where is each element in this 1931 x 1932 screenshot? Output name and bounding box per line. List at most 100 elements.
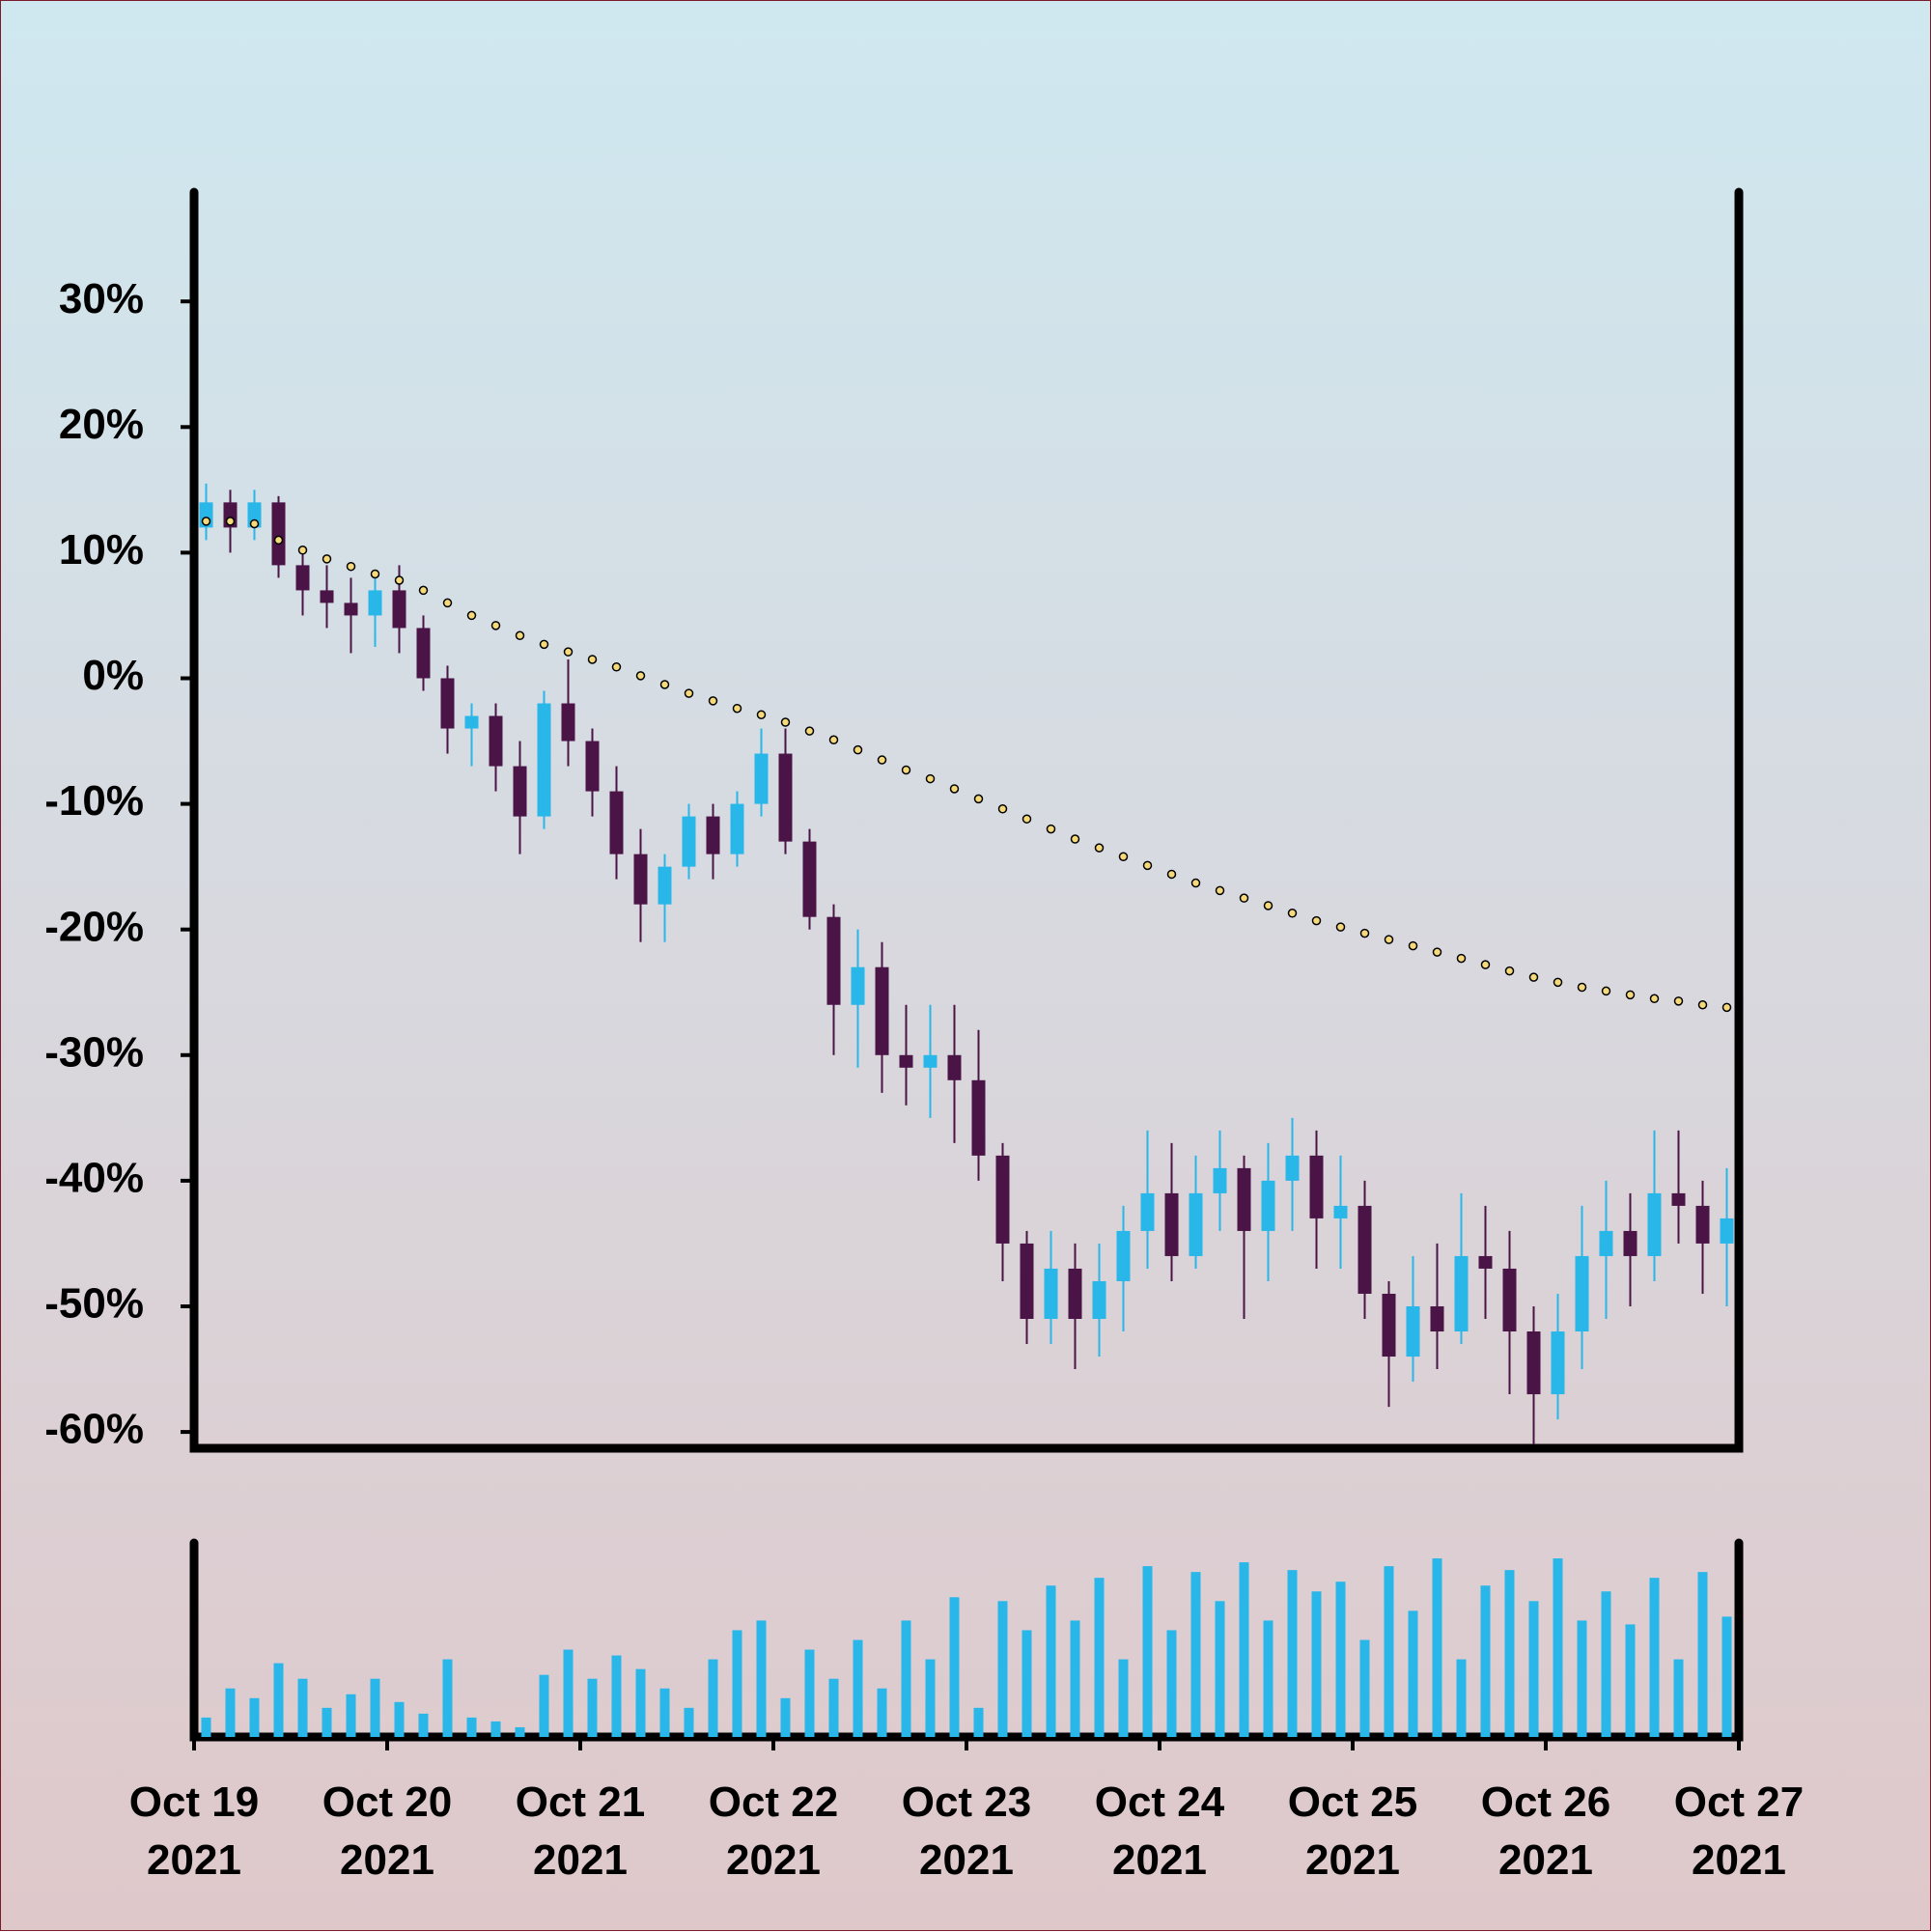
moving-average-dot — [249, 518, 260, 529]
moving-average-dot — [1528, 972, 1539, 982]
moving-average-dot — [1649, 994, 1660, 1003]
candle-body — [1454, 1255, 1469, 1332]
moving-average-dot — [297, 546, 308, 555]
moving-average-dot — [442, 598, 453, 608]
candle-body — [1189, 1192, 1203, 1256]
moving-average-dot — [418, 585, 429, 596]
candle-body — [1599, 1230, 1613, 1256]
candle-body — [947, 1054, 962, 1080]
moving-average-dot — [1118, 852, 1129, 861]
volume-bar — [804, 1649, 815, 1737]
candle-body — [489, 715, 503, 767]
moving-average-dot — [708, 696, 718, 706]
candle-body — [851, 966, 865, 1005]
moving-average-dot — [1335, 922, 1346, 932]
candle-body — [754, 753, 769, 804]
moving-average-dot — [1721, 1002, 1732, 1013]
moving-average-dot — [225, 517, 236, 526]
moving-average-dot — [1480, 960, 1491, 969]
candle-body — [1285, 1155, 1300, 1181]
moving-average-dot — [659, 680, 670, 689]
candle-body — [706, 816, 720, 854]
x-tick-label: Oct 19 2021 — [128, 1778, 260, 1884]
volume-bar — [756, 1620, 767, 1737]
volume-bar — [273, 1663, 284, 1737]
candle-body — [826, 916, 841, 1005]
moving-average-dot — [949, 784, 960, 794]
volume-bar — [1456, 1659, 1467, 1737]
moving-average-dot — [1553, 977, 1563, 988]
moving-average-dot — [1408, 940, 1418, 951]
volume-bar — [587, 1678, 598, 1737]
candle-body — [585, 741, 600, 792]
moving-average-dot — [563, 647, 574, 657]
x-tick-label: Oct 27 2021 — [1673, 1778, 1805, 1884]
volume-bar — [1287, 1570, 1298, 1737]
volume-bar — [997, 1601, 1008, 1737]
moving-average-dot — [394, 575, 405, 585]
volume-bar — [828, 1678, 839, 1737]
volume-bar — [1577, 1620, 1587, 1737]
moving-average-dot — [1456, 953, 1467, 964]
y-tick-label: -20% — [44, 903, 144, 950]
moving-average-dot — [997, 804, 1008, 814]
moving-average-dot — [1287, 909, 1298, 918]
volume-bar — [1263, 1620, 1273, 1737]
moving-average-dot — [1021, 814, 1032, 824]
moving-average-dot — [1190, 878, 1201, 888]
moving-average-dot — [1504, 966, 1515, 976]
moving-average-dot — [1046, 824, 1056, 834]
candle-body — [416, 628, 431, 679]
candle-body — [537, 703, 551, 817]
volume-bar — [1504, 1570, 1515, 1737]
candle-body — [875, 966, 889, 1055]
moving-average-dot — [1070, 834, 1080, 844]
moving-average-dot — [828, 735, 839, 744]
moving-average-dot — [853, 744, 863, 755]
volume-bar — [877, 1688, 887, 1737]
candle-body — [440, 678, 455, 729]
volume-bar — [1311, 1591, 1322, 1737]
volume-bar — [1601, 1591, 1611, 1737]
candle-body — [1092, 1280, 1106, 1319]
volume-bar — [466, 1717, 477, 1737]
volume-bar — [1673, 1659, 1684, 1737]
volume-bar — [442, 1659, 453, 1737]
volume-bar — [1070, 1620, 1080, 1737]
volume-bar — [780, 1697, 791, 1737]
y-tick-label: -30% — [44, 1028, 144, 1076]
x-tick-label: Oct 23 2021 — [901, 1778, 1032, 1884]
x-tick-label: Oct 25 2021 — [1287, 1778, 1418, 1884]
candle-body — [1357, 1205, 1372, 1294]
candle-body — [1044, 1268, 1058, 1319]
volume-bar — [1359, 1639, 1370, 1737]
y-tick-label: -60% — [44, 1406, 144, 1453]
y-tick-label: 0% — [82, 652, 144, 699]
moving-average-dot — [1673, 996, 1684, 1006]
candle-body — [609, 791, 624, 854]
candle-body — [1333, 1205, 1348, 1218]
x-tick-label: Oct 26 2021 — [1480, 1778, 1611, 1884]
candle-body — [1526, 1331, 1541, 1395]
volume-bar — [611, 1655, 622, 1737]
y-tick-label: 10% — [59, 526, 144, 574]
volume-bar — [949, 1597, 960, 1737]
candle-body — [1116, 1230, 1131, 1281]
moving-average-dot — [201, 517, 211, 526]
moving-average-dot — [1239, 893, 1249, 903]
volume-bar — [1408, 1610, 1418, 1737]
volume-bar — [1142, 1566, 1153, 1737]
moving-average-dot — [346, 561, 356, 572]
candle-body — [344, 602, 358, 616]
moving-average-dot — [925, 773, 936, 784]
volume-bar — [418, 1713, 429, 1737]
moving-average-dot — [466, 610, 477, 621]
moving-average-dot — [1601, 986, 1611, 996]
main-axes — [189, 187, 1744, 1453]
volume-bar — [1384, 1566, 1394, 1737]
candle-body — [1164, 1192, 1179, 1256]
volume-bar — [1697, 1572, 1708, 1737]
candle-body — [1671, 1192, 1686, 1206]
candle-body — [464, 715, 479, 729]
volume-bar — [1094, 1578, 1105, 1737]
